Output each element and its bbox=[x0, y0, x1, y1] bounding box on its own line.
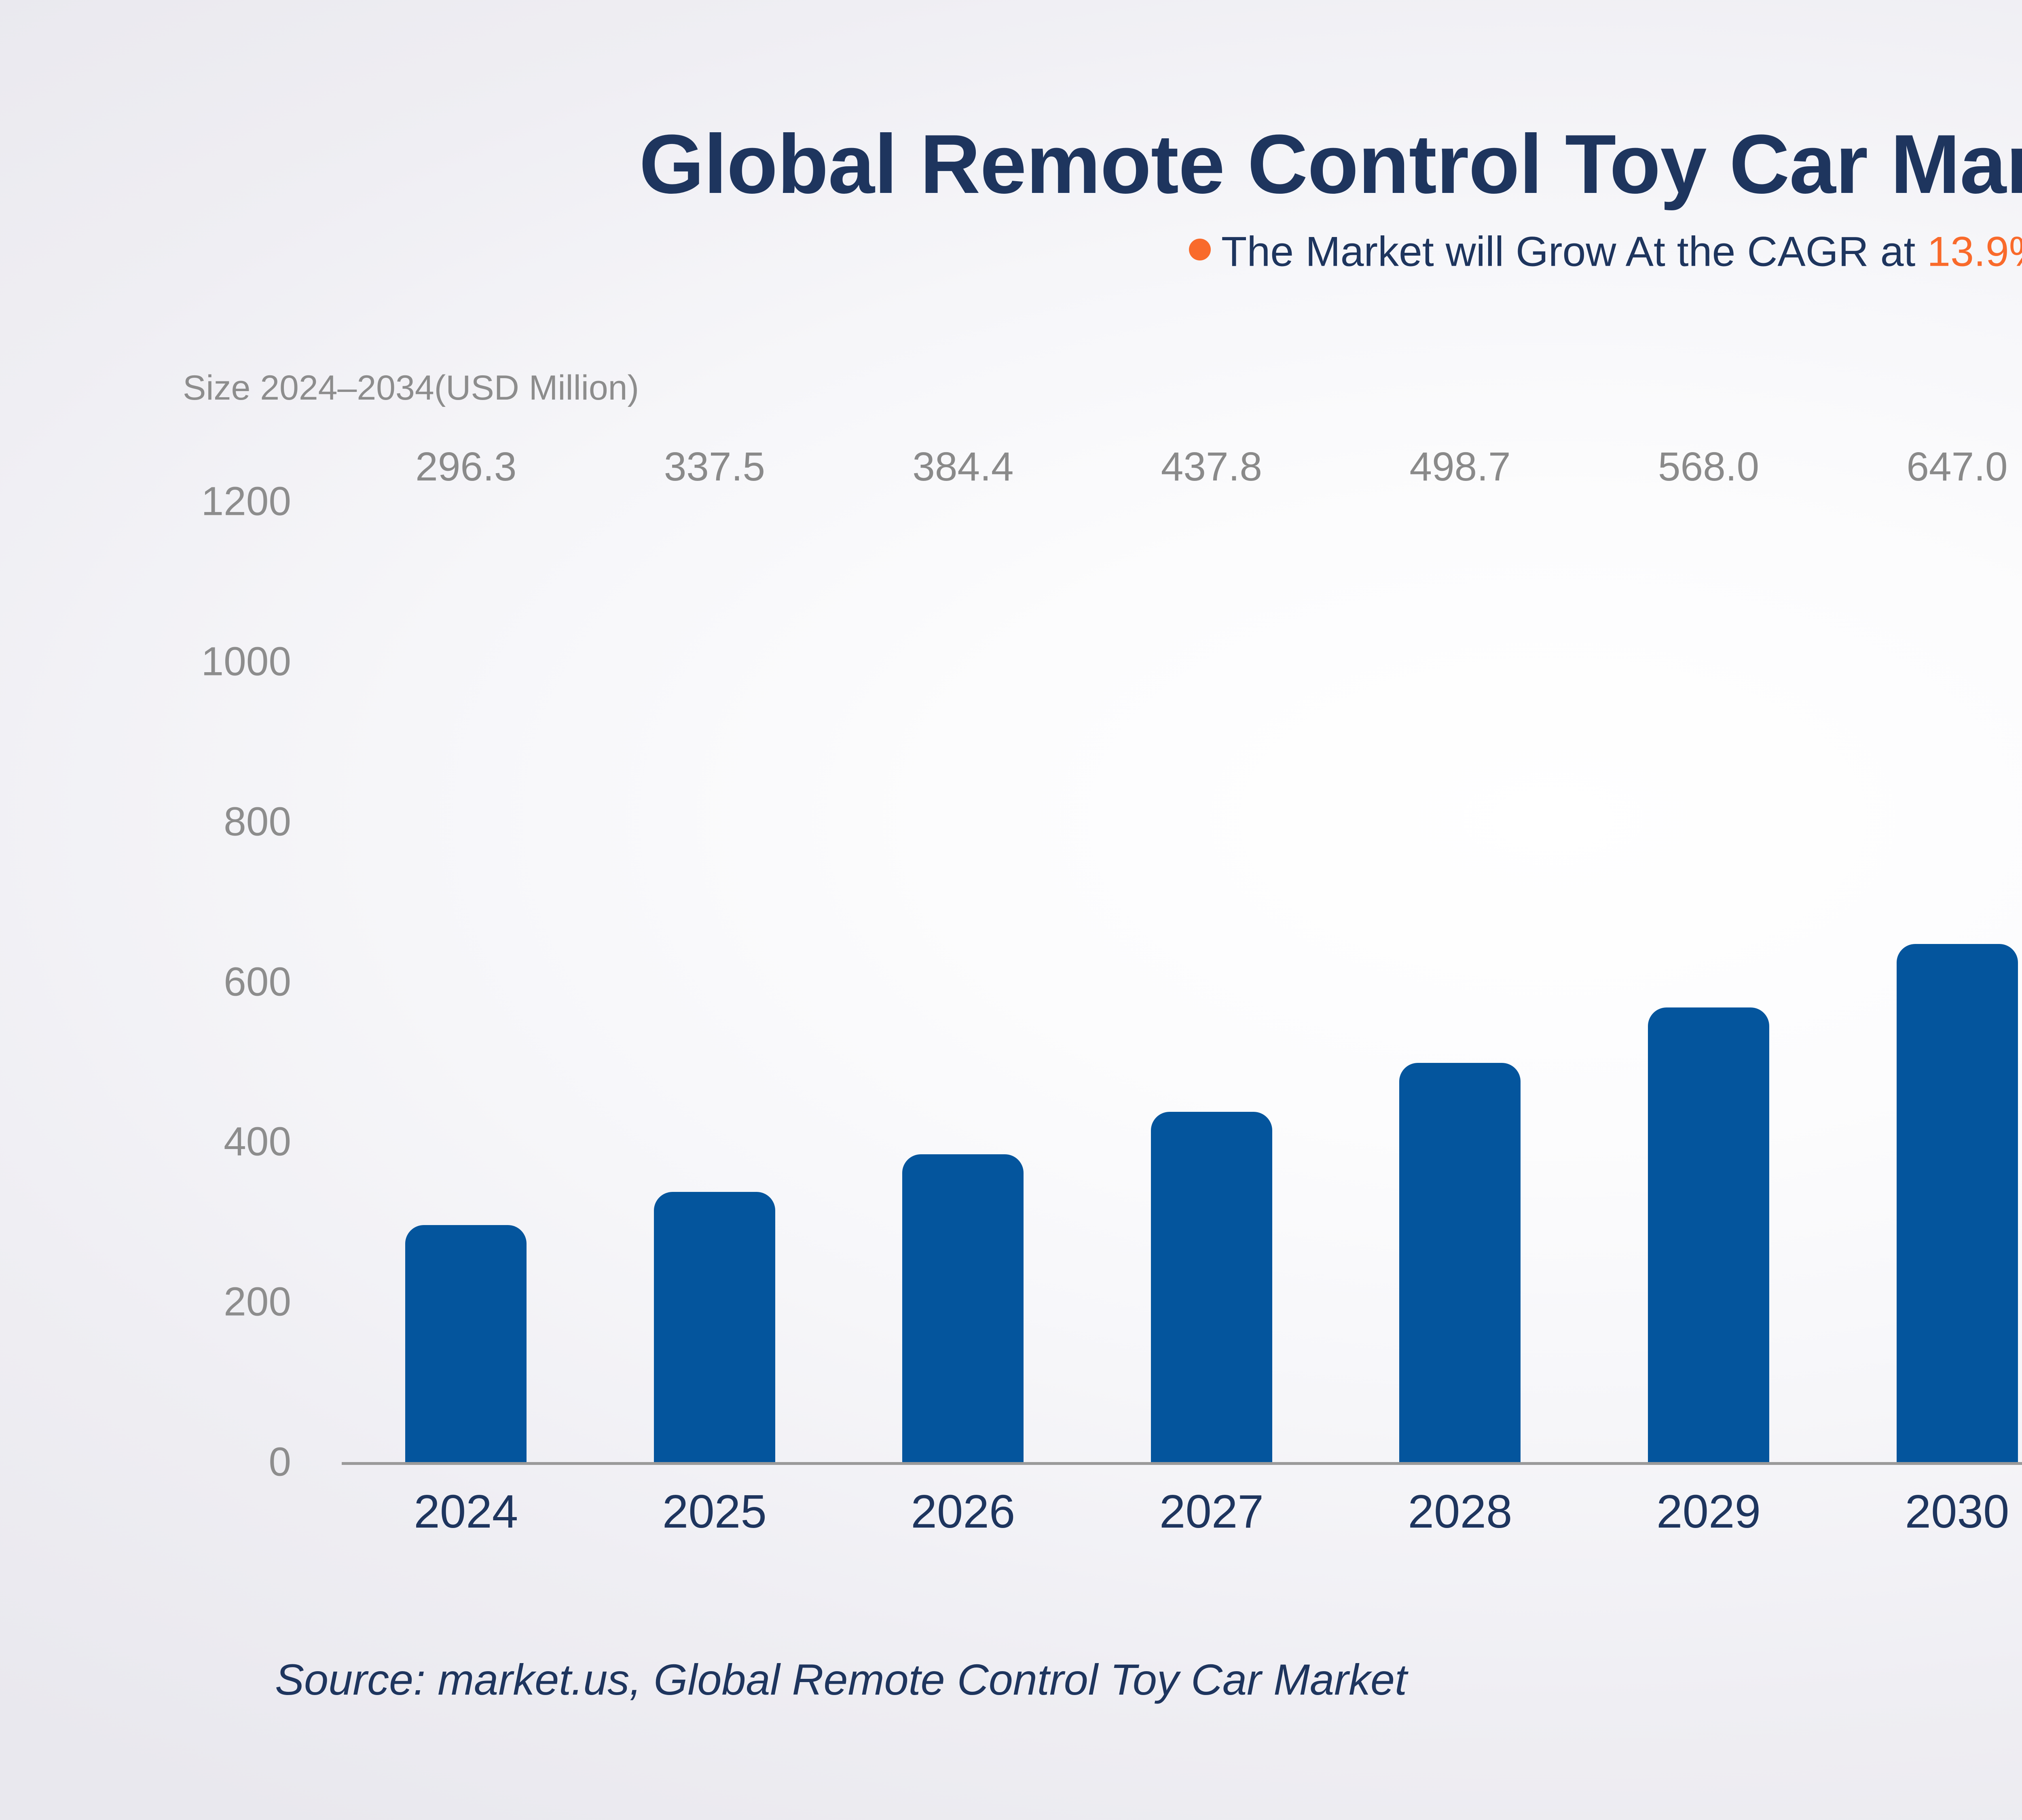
bar-slot: 337.5 bbox=[590, 447, 839, 1462]
x-axis-tick-label: 2028 bbox=[1408, 1485, 1512, 1538]
bar[interactable]: 296.3 bbox=[405, 447, 527, 1462]
y-axis-title: Size 2024–2034(USD Million) bbox=[183, 368, 639, 407]
bar-value-label: 437.8 bbox=[1161, 444, 1263, 489]
x-axis-tick-label: 2027 bbox=[1159, 1485, 1264, 1538]
source-note: Source: market.us, Global Remote Control… bbox=[275, 1655, 1407, 1704]
bar-slot: 384.4 bbox=[839, 447, 1087, 1462]
bar-slot: 498.7 bbox=[1336, 447, 1584, 1462]
bar[interactable]: 337.5 bbox=[654, 447, 775, 1462]
bar-value-label: 647.0 bbox=[1906, 444, 2008, 489]
bar-slot: 568.0 bbox=[1584, 447, 1833, 1462]
bar[interactable]: 498.7 bbox=[1399, 447, 1521, 1462]
x-axis-tick-label: 2029 bbox=[1656, 1485, 1761, 1538]
bar-value-label: 296.3 bbox=[415, 444, 517, 489]
cagr-value: 13.9% bbox=[1927, 228, 2022, 275]
chart-header: Global Remote Control Toy Car Market 202… bbox=[0, 121, 2022, 273]
y-axis-tick-label: 0 bbox=[269, 1439, 291, 1485]
y-axis-tick-label: 600 bbox=[224, 959, 291, 1004]
bar-slot: 296.3 bbox=[342, 447, 590, 1462]
y-axis-tick-label: 1000 bbox=[201, 639, 291, 684]
bar[interactable]: 568.0 bbox=[1648, 447, 1769, 1462]
y-axis-tick-label: 200 bbox=[224, 1279, 291, 1325]
y-axis-tick-label: 400 bbox=[224, 1119, 291, 1164]
bar-slot: 437.8 bbox=[1087, 447, 1336, 1462]
x-axis-tick-label: 2026 bbox=[911, 1485, 1015, 1538]
y-axis-tick-label: 800 bbox=[224, 799, 291, 844]
y-axis-tick-label: 1200 bbox=[201, 478, 291, 524]
x-axis-line bbox=[342, 1462, 2022, 1465]
bar[interactable]: 647.0 bbox=[1896, 447, 2018, 1462]
y-axis-ticks: 0 200 400 600 800 1000 1200 bbox=[0, 479, 319, 1485]
page-title: Global Remote Control Toy Car Market 202… bbox=[639, 117, 2022, 211]
x-axis-tick-label: 2025 bbox=[662, 1485, 767, 1538]
bar[interactable]: 437.8 bbox=[1151, 447, 1272, 1462]
bar-value-label: 568.0 bbox=[1658, 444, 1760, 489]
x-axis-tick-label: 2024 bbox=[414, 1485, 518, 1538]
bar-value-label: 384.4 bbox=[912, 444, 1014, 489]
x-axis-tick-label: 2030 bbox=[1905, 1485, 2009, 1538]
cagr-subtitle: The Market will Grow At the CAGR at 13.9… bbox=[0, 228, 2022, 273]
bar-series: 296.3337.5384.4437.8498.7568.0647.0736.9… bbox=[342, 447, 2022, 1462]
filled-circle-icon bbox=[1189, 238, 1211, 260]
bar-value-label: 498.7 bbox=[1409, 444, 1511, 489]
bar-value-label: 337.5 bbox=[664, 444, 765, 489]
bar-slot: 647.0 bbox=[1833, 447, 2022, 1462]
cagr-subtitle-text: The Market will Grow At the CAGR at bbox=[1221, 228, 1927, 275]
x-axis-ticks: 2024202520262027202820292030203120322033… bbox=[342, 1484, 2022, 1539]
bar[interactable]: 384.4 bbox=[902, 447, 1024, 1462]
